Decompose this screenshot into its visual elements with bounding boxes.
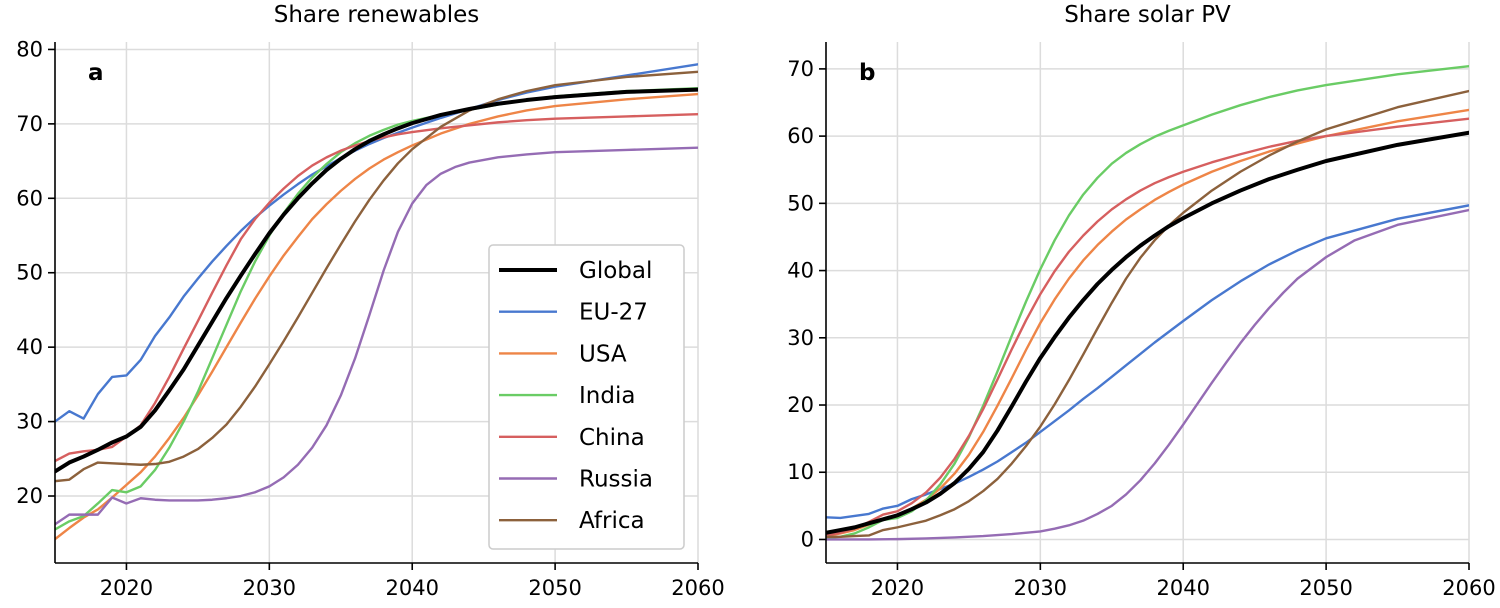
panel-a: 2020 2030 2040 2050 206020304050607080Share …: [16, 2, 724, 600]
legend: Global EU-27 USA India China Russia Africa: [488, 244, 685, 550]
series-line-india: [826, 65, 1469, 540]
y-tick-label-80: 80: [16, 37, 43, 61]
series-line-eu-27: [826, 204, 1469, 520]
x-tick-label-2040: 2040: [1156, 576, 1209, 600]
x-tick-label-2030: 2030: [243, 576, 296, 600]
series-line-russia: [826, 208, 1469, 541]
x-tick-label-2020: 2020: [100, 576, 153, 600]
panel-b: 2020 2030 2040 2050 2060010203040506070Share…: [787, 2, 1495, 600]
panel-label: a: [88, 60, 104, 86]
y-tick-label-70: 70: [16, 112, 43, 136]
series-group: [826, 65, 1469, 541]
series-line-global: [826, 130, 1469, 535]
legend-label-russia: Russia: [579, 467, 653, 493]
panel-label: b: [859, 60, 875, 86]
x-tick-label-2030: 2030: [1014, 576, 1067, 600]
y-tick-label-50: 50: [787, 191, 814, 215]
y-tick-label-0: 0: [801, 527, 814, 551]
legend-label-africa: Africa: [579, 508, 645, 534]
series-line-africa: [55, 70, 698, 483]
x-tick-label-2020: 2020: [871, 576, 924, 600]
y-tick-label-20: 20: [16, 484, 43, 508]
y-tick-label-50: 50: [16, 261, 43, 285]
chart-title: Share renewables: [274, 2, 480, 28]
x-tick-label-2050: 2050: [1299, 576, 1352, 600]
x-tick-label-2050: 2050: [528, 576, 581, 600]
legend-label-china: China: [579, 425, 645, 451]
legend-frame: [488, 244, 685, 550]
legend-label-usa: USA: [579, 341, 627, 367]
x-tick-label-2060: 2060: [671, 576, 724, 600]
y-tick-label-70: 70: [787, 57, 814, 81]
series-group: [55, 63, 698, 541]
legend-label-eu-27: EU-27: [579, 300, 648, 326]
legend-label-global: Global: [579, 258, 652, 284]
y-tick-label-10: 10: [787, 460, 814, 484]
y-tick-label-20: 20: [787, 393, 814, 417]
y-tick-label-40: 40: [787, 259, 814, 283]
series-line-china: [826, 117, 1469, 537]
y-tick-label-60: 60: [787, 124, 814, 148]
x-tick-label-2040: 2040: [385, 576, 438, 600]
x-tick-label-2060: 2060: [1442, 576, 1495, 600]
y-tick-label-30: 30: [787, 326, 814, 350]
y-tick-label-30: 30: [16, 410, 43, 434]
y-tick-label-40: 40: [16, 335, 43, 359]
legend-label-india: India: [579, 383, 635, 409]
series-line-africa: [826, 89, 1469, 538]
series-line-global: [55, 87, 698, 474]
y-tick-label-60: 60: [16, 186, 43, 210]
series-line-russia: [55, 146, 698, 526]
chart-title: Share solar PV: [1064, 2, 1231, 28]
